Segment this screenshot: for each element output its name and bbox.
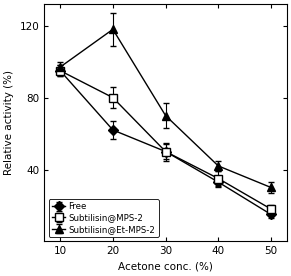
Legend: Free, Subtilisin@MPS-2, Subtilisin@Et-MPS-2: Free, Subtilisin@MPS-2, Subtilisin@Et-MP… bbox=[49, 199, 159, 237]
Y-axis label: Relative activity (%): Relative activity (%) bbox=[4, 70, 14, 175]
X-axis label: Acetone conc. (%): Acetone conc. (%) bbox=[118, 262, 213, 272]
